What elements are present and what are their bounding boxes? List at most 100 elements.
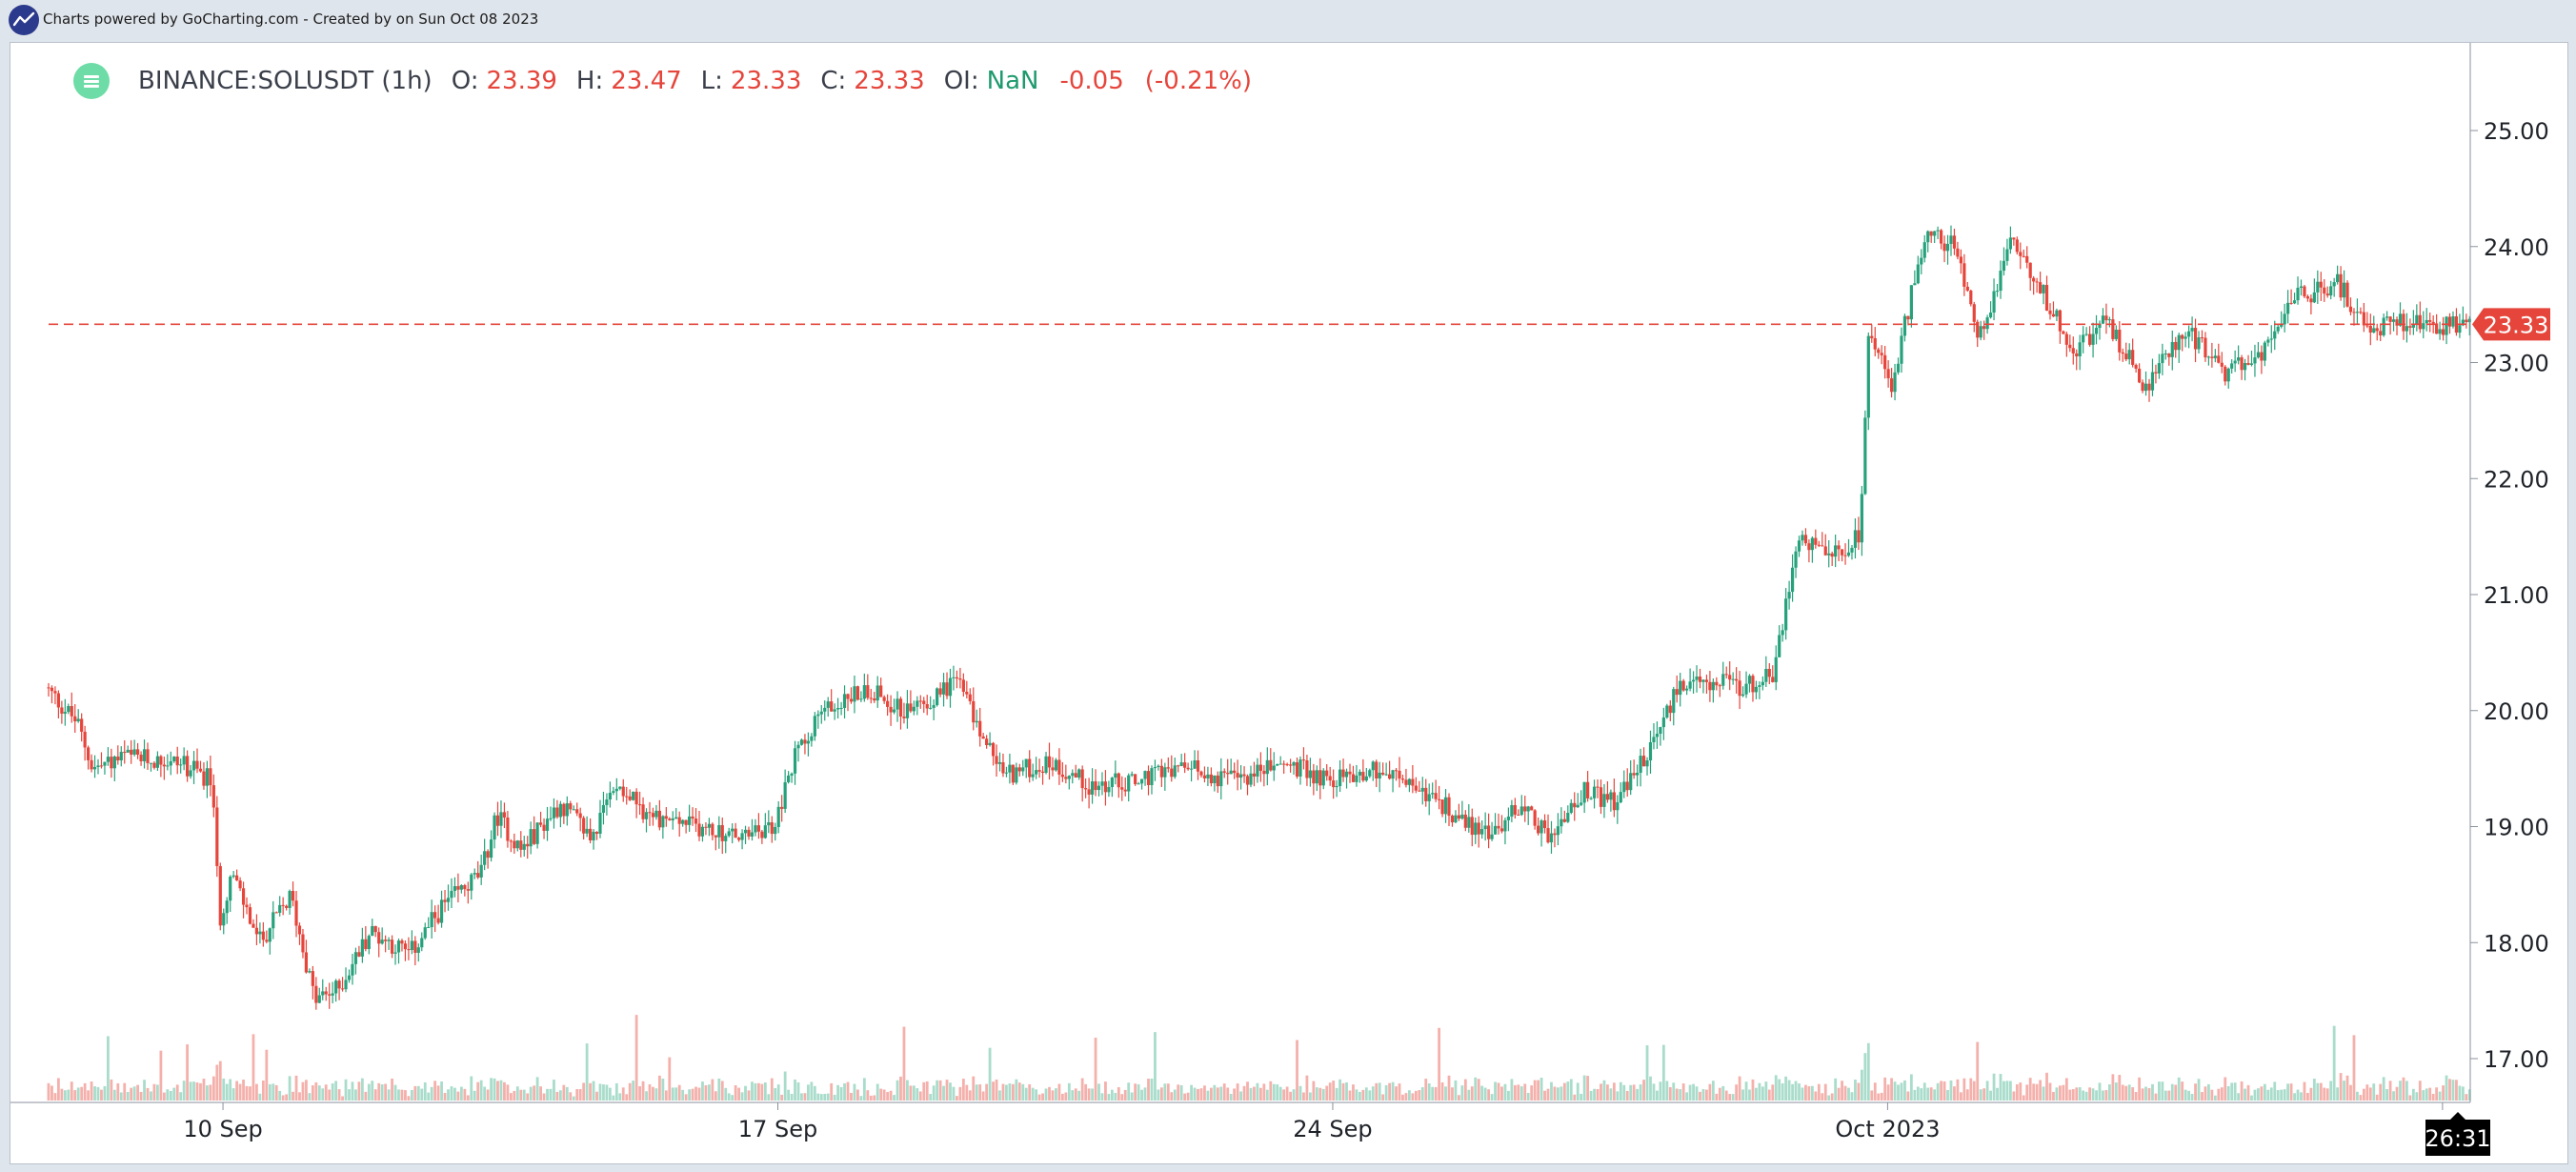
candle-body [106,757,111,762]
candle-body [711,823,714,836]
volume-bar [1213,1084,1217,1101]
volume-bar [331,1083,334,1101]
candle-body [704,826,708,828]
volume-bar [380,1084,384,1101]
candle-body [1411,778,1415,786]
candle-body [328,994,332,996]
volume-bar [899,1076,902,1101]
volume-bar [2071,1089,2075,1101]
volume-bar [298,1092,301,1101]
candle-body [166,765,170,767]
volume-bar [1494,1081,1497,1101]
candle-body [2233,360,2237,364]
candle-body [1889,377,1894,393]
volume-bar [126,1091,130,1101]
volume-bar [2055,1087,2059,1101]
candle-body [1262,770,1266,775]
candle-body [80,718,84,732]
volume-bar [2190,1094,2194,1101]
candle-body [2425,319,2428,324]
candle-body [862,685,866,699]
candle-body [1724,674,1728,676]
candle-body [1602,794,1606,807]
candle-body [997,762,1002,764]
volume-bar [522,1089,526,1101]
volume-bar [1708,1083,1712,1101]
candle-body [513,840,516,849]
volume-bar [1256,1082,1259,1101]
volume-bar [1107,1094,1111,1101]
candle-body [1979,326,1982,338]
candle-body [344,980,348,990]
candle-body [2263,342,2266,361]
candlestick-chart[interactable]: 17.0018.0019.0020.0021.0022.0023.0024.00… [10,43,2567,1163]
volume-bar [242,1080,245,1101]
chart-panel[interactable]: 17.00 18.00 19.00 20.00 21.00 22.00 23.00 24.00… [10,42,2568,1164]
volume-bar [1681,1083,1685,1101]
candle-body [958,678,962,680]
candle-body [304,952,309,973]
candle-body [215,807,219,866]
volume-bar [1203,1085,1206,1101]
volume-bar [341,1096,344,1101]
volume-bar [1573,1094,1577,1101]
candle-body [2280,324,2284,327]
volume-bar [1850,1092,1854,1101]
candle-body [159,756,163,765]
volume-bar [1847,1087,1850,1101]
candle-body [1612,792,1616,811]
volume-bar [1942,1081,1946,1101]
candle-body [407,949,411,951]
candle-body [390,940,394,954]
volume-bar [1229,1094,1233,1101]
volume-bar [1969,1078,1973,1101]
volume-bar [1625,1090,1629,1101]
volume-bar [73,1090,77,1101]
candle-body [1021,767,1025,772]
candle-body [2237,357,2241,361]
volume-bar [1665,1081,1669,1101]
volume-bar [1810,1085,1814,1101]
candle-body [2391,319,2396,322]
volume-bar [807,1084,810,1101]
volume-bar [1276,1084,1279,1101]
gocharting-logo-icon[interactable] [8,4,40,36]
volume-bar [515,1086,519,1101]
candle-body [1153,767,1157,769]
candle-body [661,816,665,828]
volume-bar [2445,1075,2448,1101]
x-tick-label: 10 Sep [183,1116,262,1142]
volume-bar [575,1088,579,1101]
volume-bar [317,1085,321,1101]
candle-body [2150,372,2155,391]
candle-body [909,703,913,712]
volume-bar [1798,1083,1801,1101]
volume-bar [1870,1090,1874,1101]
candle-body [189,770,192,777]
candle-body [780,806,784,809]
candle-body [2375,328,2379,332]
volume-bar [1384,1084,1388,1101]
volume-bar [1262,1083,1266,1101]
candle-body [1004,772,1009,774]
candle-body [2071,348,2075,354]
volume-bar [1999,1074,2002,1101]
volume-bar [2042,1086,2045,1101]
candle-body [1922,242,1926,258]
volume-bar [843,1082,846,1101]
candle-body [1827,553,1831,556]
candle-body [594,831,599,834]
candle-body [1691,679,1696,682]
symbol-label[interactable]: BINANCE:SOLUSDT (1h) [138,67,433,95]
volume-bar [2300,1092,2303,1101]
candle-body [846,694,850,699]
volume-bar [862,1078,866,1101]
volume-bar [1959,1092,1962,1101]
menu-icon[interactable] [73,63,110,99]
volume-bar [2368,1087,2372,1101]
candle-body [1519,806,1523,816]
candle-body [2246,362,2250,365]
candle-body [70,706,73,717]
volume-bar [668,1057,672,1101]
volume-bar [912,1085,916,1101]
